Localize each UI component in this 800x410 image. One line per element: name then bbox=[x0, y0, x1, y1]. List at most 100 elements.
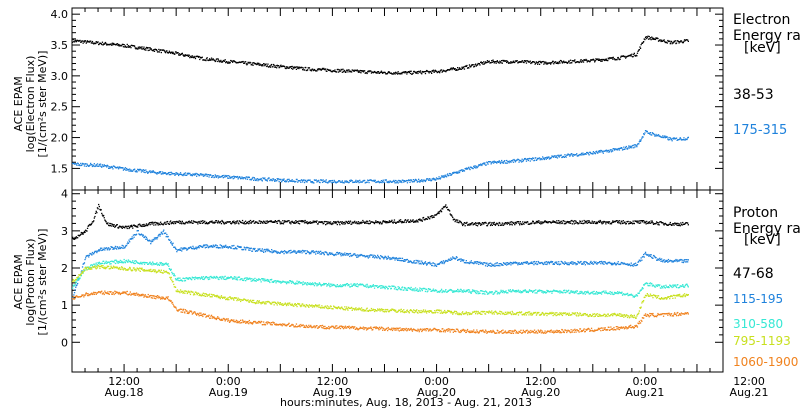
electron-point bbox=[353, 70, 355, 72]
electron-point bbox=[632, 55, 634, 58]
proton-point bbox=[304, 250, 306, 252]
electron-point bbox=[286, 67, 288, 69]
proton-point bbox=[610, 262, 612, 264]
proton-point bbox=[462, 224, 464, 227]
electron-point bbox=[452, 67, 454, 69]
electron-point bbox=[259, 178, 262, 180]
electron-point bbox=[441, 175, 443, 177]
electron-point bbox=[184, 172, 187, 174]
proton-point bbox=[90, 224, 92, 226]
electron-point bbox=[245, 63, 247, 65]
electron-point bbox=[665, 41, 667, 44]
proton-point bbox=[568, 222, 570, 224]
proton-point bbox=[431, 217, 433, 219]
electron-point bbox=[272, 178, 275, 180]
electron-point bbox=[496, 60, 498, 62]
proton-point bbox=[352, 283, 355, 285]
proton-point bbox=[487, 263, 489, 265]
proton-point bbox=[621, 222, 624, 225]
proton-point bbox=[420, 220, 422, 222]
electron-point bbox=[466, 67, 469, 69]
proton-point bbox=[438, 290, 440, 293]
proton-point bbox=[245, 249, 247, 251]
proton-point bbox=[176, 277, 179, 279]
electron-point bbox=[510, 61, 512, 63]
proton-point bbox=[659, 257, 661, 259]
electron-point bbox=[234, 61, 236, 63]
electron-point bbox=[457, 172, 459, 174]
electron-point bbox=[341, 71, 343, 73]
proton-point bbox=[153, 263, 155, 266]
electron-point bbox=[422, 181, 424, 183]
proton-point bbox=[250, 280, 252, 282]
proton-point bbox=[146, 262, 148, 264]
electron-point bbox=[636, 55, 638, 57]
proton-point bbox=[320, 284, 322, 286]
proton-point bbox=[205, 246, 208, 248]
electron-point bbox=[116, 166, 118, 169]
proton-point bbox=[173, 223, 175, 225]
proton-point bbox=[488, 264, 490, 266]
proton-point bbox=[677, 222, 679, 225]
proton-point bbox=[170, 268, 172, 270]
proton-point bbox=[131, 236, 133, 238]
proton-point bbox=[134, 260, 136, 262]
proton-point bbox=[425, 262, 427, 265]
electron-point bbox=[248, 176, 250, 179]
electron-point bbox=[453, 68, 455, 70]
electron-point bbox=[553, 155, 555, 157]
proton-point bbox=[481, 223, 483, 226]
electron-point bbox=[633, 144, 635, 146]
electron-point bbox=[284, 180, 286, 182]
proton-point bbox=[663, 224, 665, 226]
proton-point bbox=[227, 277, 229, 280]
proton-point bbox=[393, 285, 395, 287]
proton-point bbox=[307, 221, 309, 224]
proton-point bbox=[72, 287, 74, 289]
electron-point bbox=[438, 70, 440, 73]
electron-point bbox=[437, 71, 439, 73]
proton-point bbox=[551, 221, 554, 223]
proton-point bbox=[578, 222, 580, 224]
proton-point bbox=[546, 263, 548, 266]
electron-point bbox=[571, 62, 573, 64]
electron-point bbox=[406, 73, 408, 75]
electron-point bbox=[566, 154, 568, 156]
proton-point bbox=[128, 227, 130, 230]
proton-point bbox=[682, 259, 684, 261]
proton-point bbox=[183, 277, 185, 279]
electron-point bbox=[683, 40, 685, 43]
proton-point bbox=[253, 280, 255, 282]
proton-point bbox=[462, 259, 464, 261]
electron-point bbox=[117, 44, 119, 46]
proton-point bbox=[323, 222, 325, 225]
electron-point bbox=[77, 163, 79, 165]
electron-point bbox=[493, 60, 495, 63]
electron-point bbox=[224, 59, 226, 61]
proton-point bbox=[564, 223, 567, 225]
proton-point bbox=[566, 220, 569, 223]
electron-point bbox=[355, 69, 357, 72]
proton-point bbox=[246, 247, 249, 249]
electron-point bbox=[512, 159, 514, 161]
electron-point bbox=[182, 54, 184, 56]
electron-point bbox=[444, 174, 446, 176]
proton-point bbox=[94, 212, 97, 214]
proton-point bbox=[161, 264, 163, 266]
proton-point bbox=[223, 245, 225, 247]
proton-point bbox=[297, 222, 299, 224]
proton-point bbox=[81, 232, 84, 234]
proton-point bbox=[597, 221, 599, 224]
electron-point bbox=[579, 61, 581, 63]
proton-point bbox=[494, 265, 497, 267]
proton-point bbox=[356, 254, 358, 256]
electron-point bbox=[206, 175, 208, 177]
proton-point bbox=[623, 262, 626, 264]
proton-point bbox=[256, 221, 258, 223]
electron-point bbox=[550, 63, 552, 65]
electron-point bbox=[548, 158, 551, 160]
electron-point bbox=[479, 164, 481, 167]
electron-point bbox=[246, 178, 249, 180]
proton-point bbox=[369, 256, 371, 258]
electron-point bbox=[290, 180, 292, 182]
